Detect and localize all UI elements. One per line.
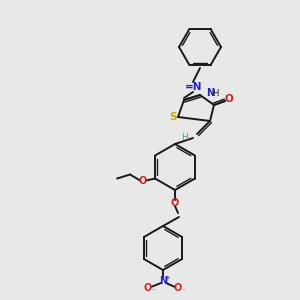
Text: N: N [206, 88, 214, 98]
Text: O: O [144, 283, 152, 293]
Text: =N: =N [185, 82, 203, 92]
Text: O: O [139, 176, 147, 185]
Text: O: O [174, 283, 182, 293]
Text: O: O [225, 94, 233, 104]
Text: S: S [169, 112, 177, 122]
Text: N: N [159, 276, 167, 286]
Text: O: O [171, 198, 179, 208]
Text: +: + [164, 275, 170, 281]
Text: H: H [182, 133, 188, 142]
Text: ⁻: ⁻ [151, 288, 155, 294]
Text: ⁻: ⁻ [181, 288, 185, 294]
Text: H: H [212, 88, 218, 98]
